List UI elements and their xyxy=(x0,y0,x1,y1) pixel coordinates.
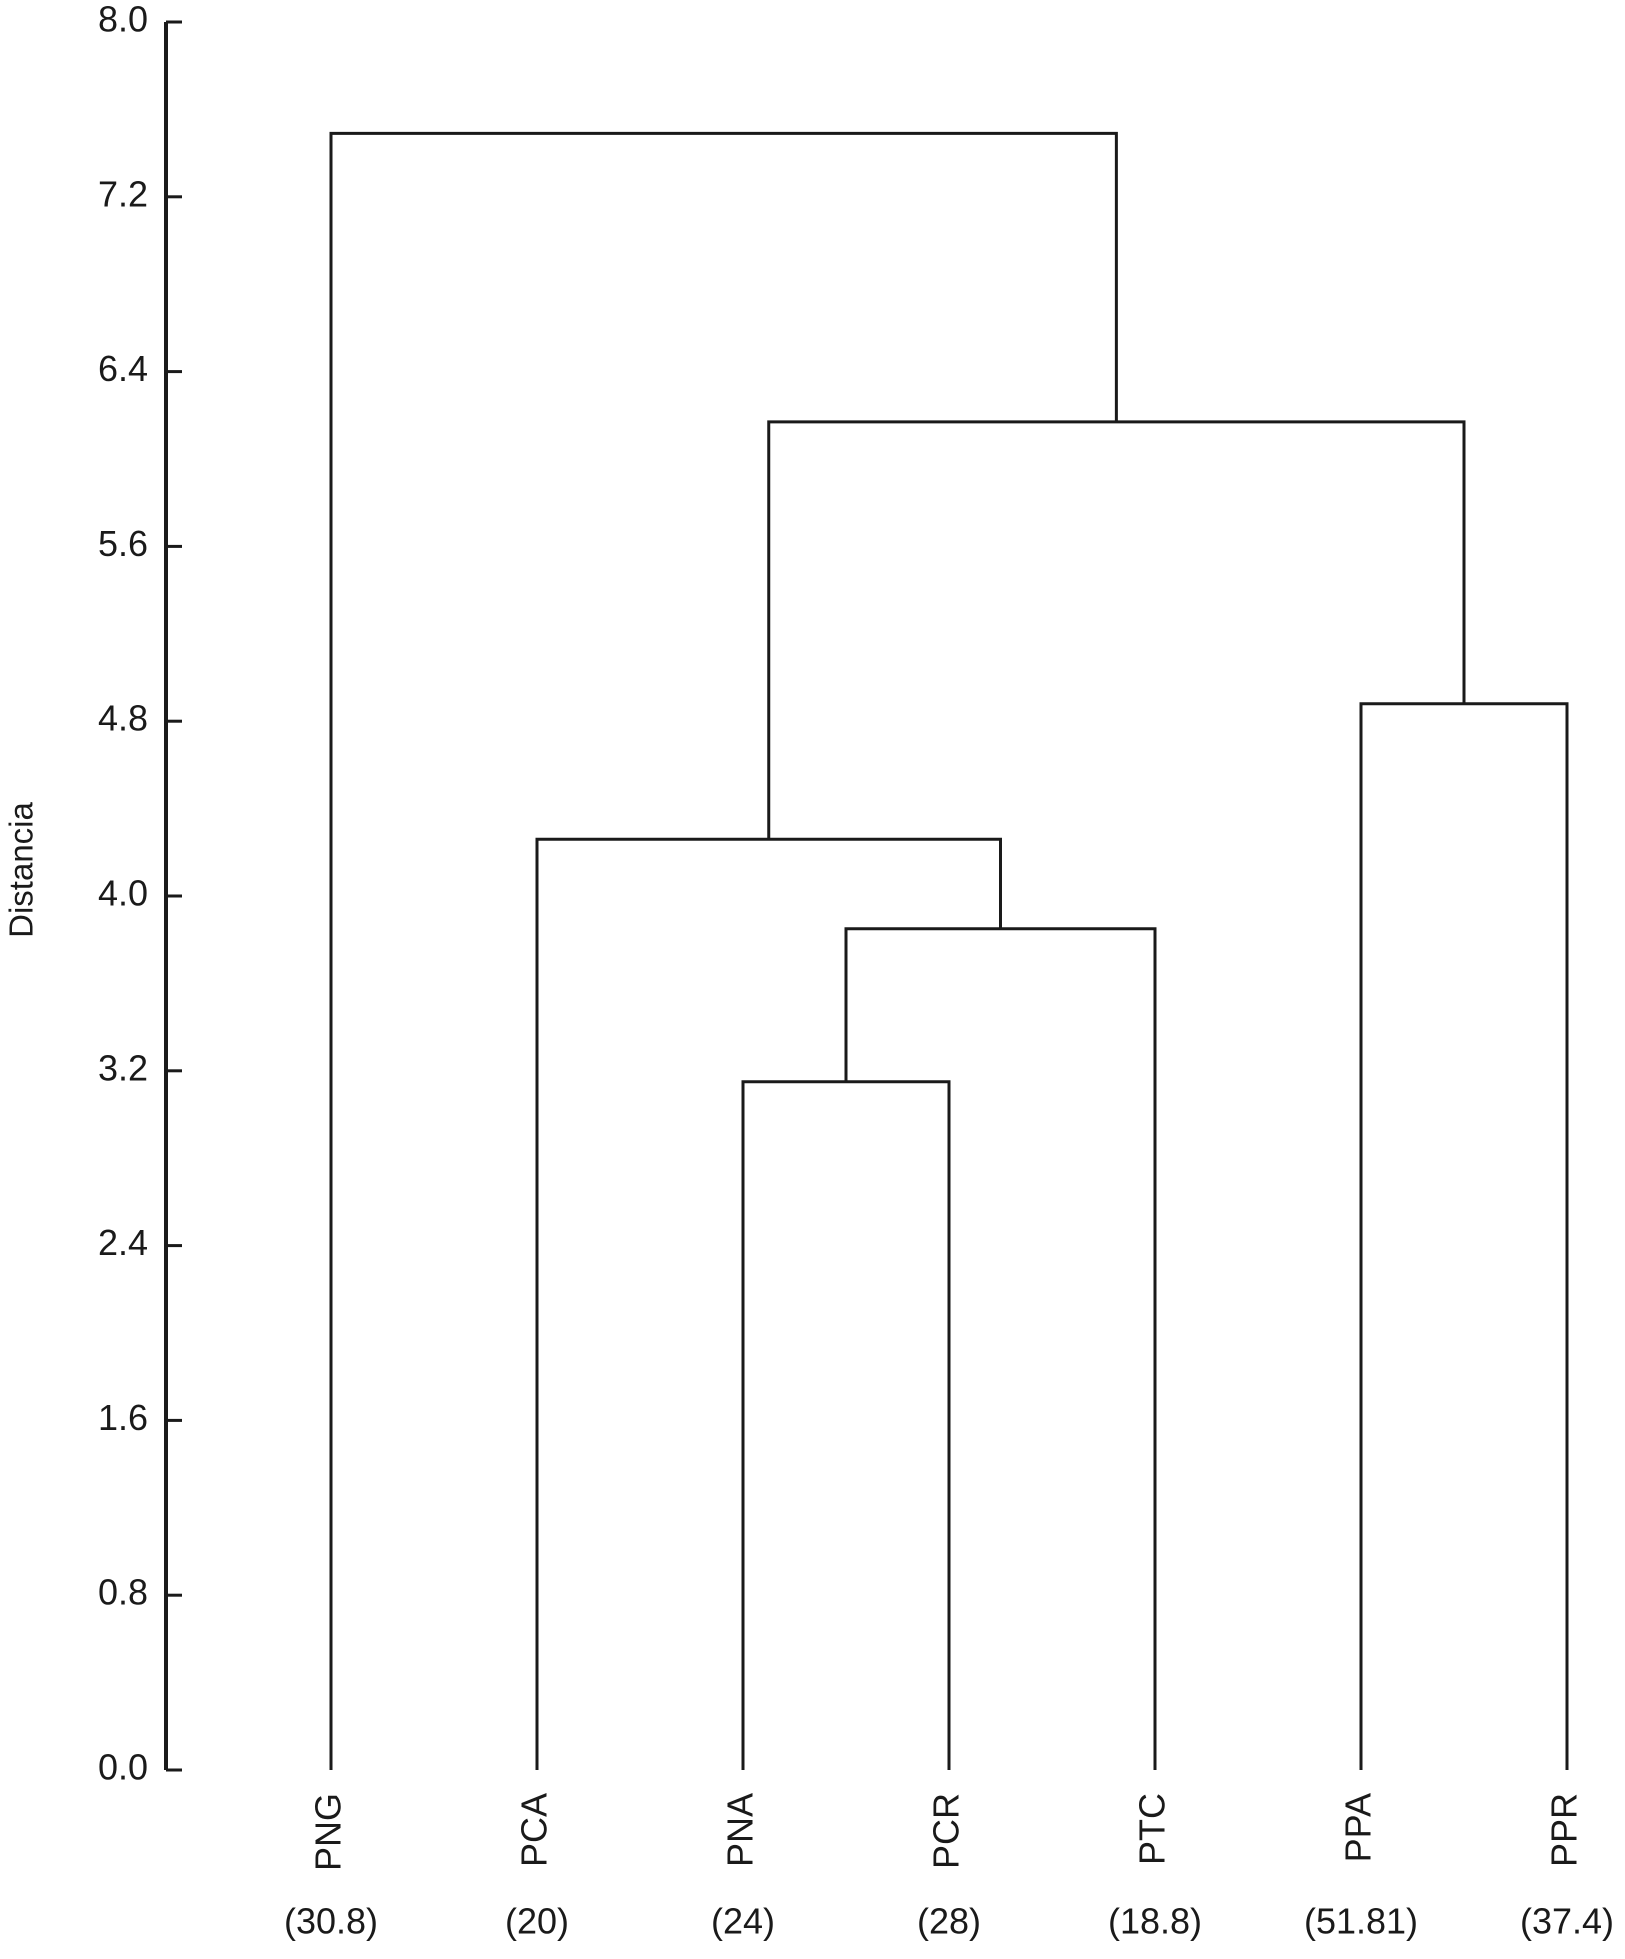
leaf-note: (18.8) xyxy=(1108,1901,1202,1942)
leaf-label: PNG xyxy=(308,1793,349,1871)
y-tick-label: 4.0 xyxy=(98,873,148,914)
y-tick-label: 0.8 xyxy=(98,1572,148,1613)
y-tick-label: 3.2 xyxy=(98,1047,148,1088)
y-axis-title: Distancia xyxy=(3,801,40,937)
leaf-note: (28) xyxy=(917,1901,981,1942)
leaf-label: PNA xyxy=(720,1793,761,1867)
leaf-note: (37.4) xyxy=(1520,1901,1614,1942)
merge-link xyxy=(741,1080,951,1770)
leaf-note: (20) xyxy=(505,1901,569,1942)
y-tick-label: 5.6 xyxy=(98,523,148,564)
merge-link xyxy=(844,927,1157,1770)
merge-link xyxy=(1359,702,1569,1770)
merge-link xyxy=(535,837,1002,1770)
leaf-label: PPR xyxy=(1544,1793,1585,1867)
leaf-label: PCA xyxy=(514,1793,555,1867)
leaf-label: PCR xyxy=(926,1793,967,1869)
y-tick-label: 2.4 xyxy=(98,1222,148,1263)
y-tick-label: 6.4 xyxy=(98,348,148,389)
leaf-label: PTC xyxy=(1132,1793,1173,1865)
y-tick-label: 4.8 xyxy=(98,698,148,739)
leaf-note: (30.8) xyxy=(284,1901,378,1942)
y-tick-label: 7.2 xyxy=(98,173,148,214)
y-tick-label: 8.0 xyxy=(98,0,148,40)
leaf-note: (51.81) xyxy=(1304,1901,1418,1942)
y-tick-label: 0.0 xyxy=(98,1747,148,1788)
leaf-note: (24) xyxy=(711,1901,775,1942)
y-tick-label: 1.6 xyxy=(98,1397,148,1438)
leaf-label: PPA xyxy=(1338,1793,1379,1862)
merge-link xyxy=(329,131,1118,1770)
